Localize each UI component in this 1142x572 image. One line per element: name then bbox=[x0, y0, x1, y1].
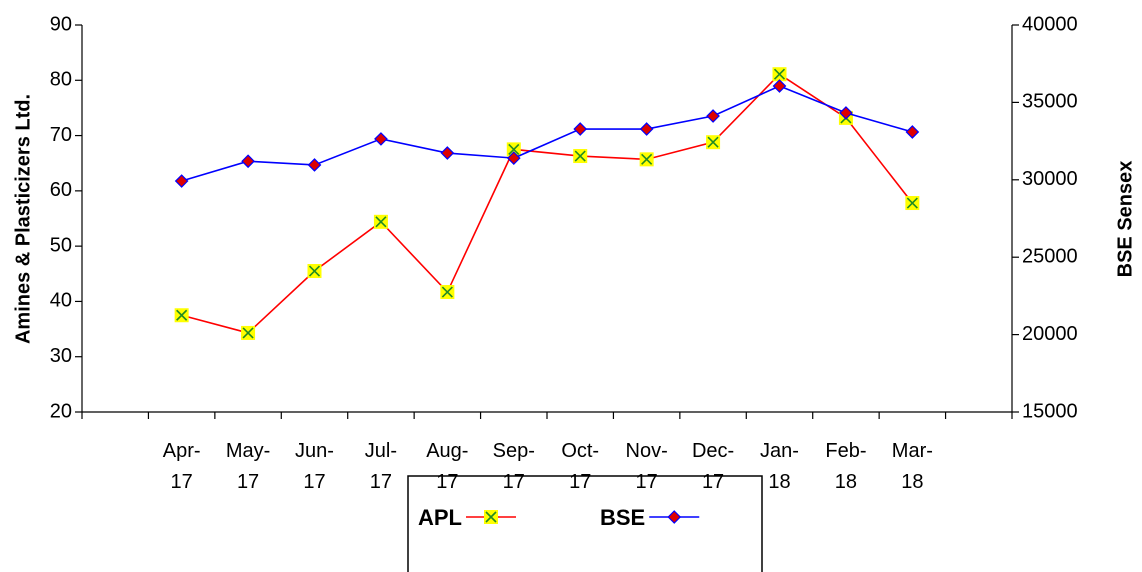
marker-x bbox=[242, 327, 254, 339]
marker-x bbox=[773, 68, 786, 80]
x-tick-label: Nov-17 bbox=[626, 440, 668, 493]
point bbox=[573, 149, 588, 164]
x-tick-label: Jul-17 bbox=[365, 440, 397, 493]
x-tick-label: Jan-18 bbox=[760, 440, 799, 493]
y2-tick-label: 20000 bbox=[1022, 323, 1078, 345]
x-tick-label: Aug-17 bbox=[426, 440, 468, 493]
point bbox=[174, 174, 189, 188]
y-axis-label: Amines & Plasticizers Ltd. bbox=[12, 94, 34, 344]
point bbox=[772, 67, 787, 82]
y-tick-label: 20 bbox=[50, 400, 72, 422]
marker-x bbox=[441, 286, 453, 298]
point bbox=[307, 264, 322, 279]
y-tick-label: 30 bbox=[50, 345, 72, 367]
point bbox=[241, 154, 255, 169]
point bbox=[374, 132, 388, 146]
point bbox=[839, 106, 853, 120]
series-line bbox=[181, 73, 913, 334]
point bbox=[241, 325, 256, 340]
y-tick-label: 90 bbox=[50, 13, 72, 35]
point bbox=[506, 151, 521, 165]
y-tick-label: 60 bbox=[50, 179, 72, 201]
y-tick-label: 70 bbox=[50, 124, 72, 146]
marker-x bbox=[641, 153, 653, 165]
point bbox=[706, 109, 720, 123]
point bbox=[506, 142, 521, 157]
marker-x bbox=[308, 265, 321, 277]
point bbox=[639, 122, 654, 136]
point bbox=[706, 135, 721, 150]
y-tick-label: 50 bbox=[50, 234, 72, 256]
point bbox=[484, 510, 498, 524]
y2-tick-label: 15000 bbox=[1022, 400, 1078, 422]
point bbox=[639, 152, 654, 167]
point bbox=[440, 146, 455, 160]
point bbox=[772, 79, 787, 93]
point bbox=[667, 510, 682, 524]
y2-tick-label: 35000 bbox=[1022, 91, 1078, 113]
marker-x bbox=[574, 150, 586, 162]
marker-x bbox=[375, 216, 387, 228]
x-tick-label: Feb-18 bbox=[825, 440, 866, 493]
y2-tick-label: 30000 bbox=[1022, 168, 1078, 190]
x-tick-label: Oct-17 bbox=[561, 440, 599, 493]
marker-x bbox=[707, 136, 719, 148]
y2-tick-label: 25000 bbox=[1022, 245, 1078, 267]
y2-tick-label: 40000 bbox=[1022, 13, 1078, 35]
point bbox=[373, 214, 388, 229]
series-line bbox=[181, 85, 913, 182]
marker-x bbox=[485, 511, 497, 523]
x-tick-label: May-17 bbox=[226, 440, 270, 493]
y2-axis-label: BSE Sensex bbox=[1114, 161, 1136, 278]
point bbox=[174, 308, 189, 323]
legend-label: APL bbox=[418, 505, 462, 530]
legend-box bbox=[407, 475, 763, 572]
point bbox=[573, 122, 588, 136]
x-tick-label: Dec-17 bbox=[692, 440, 734, 493]
y-tick-label: 80 bbox=[50, 69, 72, 91]
y-tick-label: 40 bbox=[50, 290, 72, 312]
point bbox=[905, 125, 920, 139]
x-tick-label: Jun-17 bbox=[295, 440, 334, 493]
legend-label: BSE bbox=[600, 505, 645, 530]
point bbox=[307, 158, 322, 172]
marker-x bbox=[508, 143, 520, 155]
x-tick-label: Sep-17 bbox=[493, 440, 535, 493]
marker-x bbox=[176, 309, 188, 321]
point bbox=[905, 196, 920, 211]
x-tick-label: Mar-18 bbox=[892, 440, 933, 493]
marker-x bbox=[906, 197, 918, 209]
x-tick-label: Apr-17 bbox=[163, 440, 201, 493]
point bbox=[440, 285, 455, 300]
